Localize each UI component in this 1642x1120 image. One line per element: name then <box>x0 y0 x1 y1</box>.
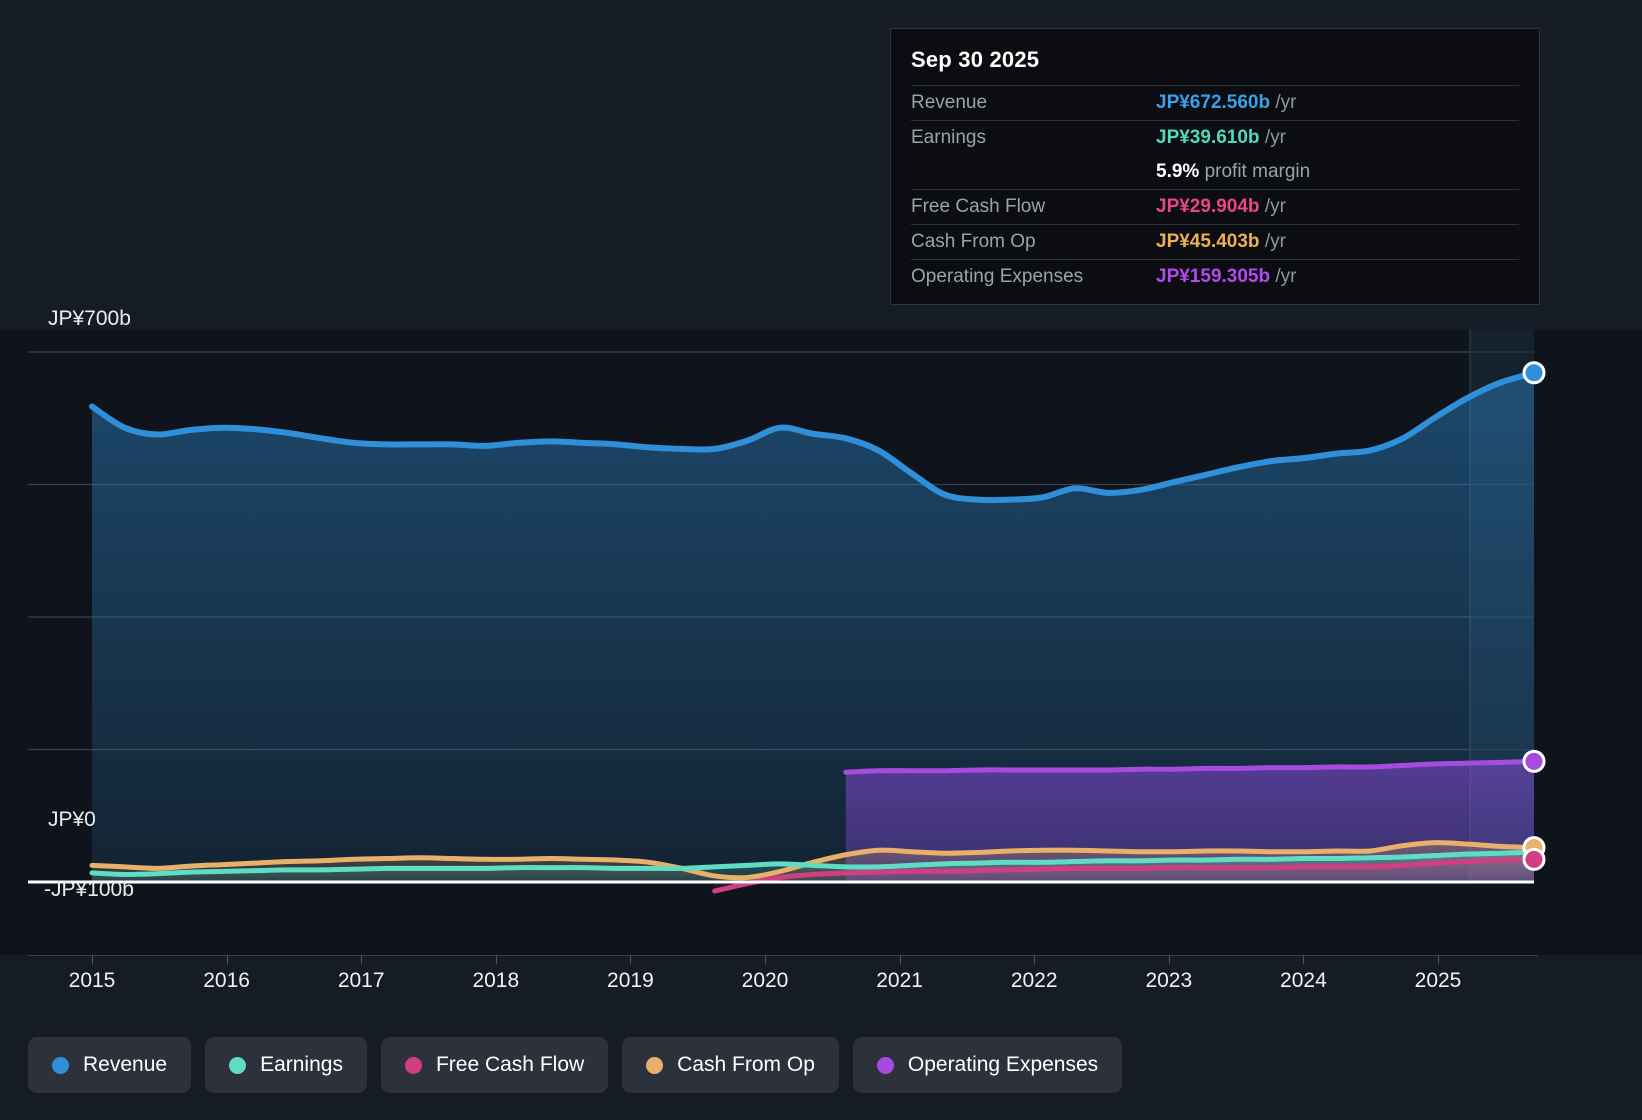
legend-label-earnings: Earnings <box>260 1053 343 1076</box>
legend-dot-operating-expenses-icon <box>876 1056 894 1074</box>
legend-label-cash-from-op: Cash From Op <box>677 1053 815 1076</box>
x-axis-label-2023: 2023 <box>1145 969 1193 992</box>
x-axis-label-2019: 2019 <box>607 969 654 992</box>
tooltip-label-operating-expenses: Operating Expenses <box>911 266 1084 287</box>
tooltip-label-free-cash-flow: Free Cash Flow <box>911 196 1046 217</box>
tooltip-value-operating-expenses-unit: /yr <box>1275 266 1297 287</box>
y-axis-label-bottom: -JP¥100b <box>44 878 134 901</box>
x-axis-line <box>28 955 1538 956</box>
y-axis-label-zero: JP¥0 <box>48 808 96 831</box>
x-axis-tick <box>495 955 497 964</box>
tooltip-row-profit-margin: 5.9% profit margin <box>911 155 1519 190</box>
chart-areas <box>92 373 1534 892</box>
x-axis-tick <box>361 955 363 964</box>
legend-label-free-cash-flow: Free Cash Flow <box>435 1053 585 1076</box>
tooltip-row-cash-from-op: Cash From Op JP¥45.403b /yr <box>911 224 1519 260</box>
legend-item-free-cash-flow[interactable]: Free Cash Flow <box>380 1037 609 1093</box>
tooltip-card: Sep 30 2025 Revenue JP¥672.560b /yr Earn… <box>890 28 1540 305</box>
x-axis-tick <box>92 955 93 964</box>
legend-dot-earnings-icon <box>229 1056 247 1074</box>
tooltip-table: Revenue JP¥672.560b /yr Earnings JP¥39.6… <box>911 85 1519 294</box>
legend-item-earnings[interactable]: Earnings <box>205 1037 367 1093</box>
x-axis: 2015 2016 2017 2018 2019 2020 2021 2022 2023 2024… <box>0 955 1642 1005</box>
x-axis-tick <box>899 955 901 964</box>
tooltip-value-operating-expenses: JP¥159.305b /yr <box>1156 260 1519 295</box>
x-axis-label-2016: 2016 <box>203 969 250 992</box>
legend-label-revenue: Revenue <box>83 1053 168 1076</box>
legend-dot-revenue-icon <box>52 1056 69 1074</box>
tooltip-value-revenue-amount: JP¥672.560b <box>1156 92 1271 113</box>
y-axis-label-top: JP¥700b <box>48 307 131 330</box>
x-axis-tick <box>765 955 766 964</box>
tooltip-value-revenue: JP¥672.560b /yr <box>1156 86 1519 121</box>
x-axis-label-2024: 2024 <box>1280 969 1327 992</box>
x-axis-label-2021: 2021 <box>876 969 923 992</box>
tooltip-value-revenue-unit: /yr <box>1275 92 1297 113</box>
tooltip-value-earnings-amount: JP¥39.610b <box>1156 127 1260 148</box>
x-axis-tick <box>1438 955 1439 964</box>
x-axis-label-2025: 2025 <box>1414 969 1462 992</box>
tooltip-value-cash-from-op: JP¥45.403b /yr <box>1156 225 1519 260</box>
tooltip-value-earnings: JP¥39.610b /yr <box>1156 121 1519 156</box>
tooltip-label-profit-margin <box>911 155 1156 190</box>
x-axis-label-2017: 2017 <box>337 969 385 992</box>
legend-dot-free-cash-flow-icon <box>404 1056 422 1074</box>
chart-endpoint-markers <box>1522 361 1546 871</box>
tooltip-value-earnings-unit: /yr <box>1264 127 1286 148</box>
tooltip-value-free-cash-flow-amount: JP¥29.904b <box>1156 196 1260 217</box>
tooltip-value-free-cash-flow: JP¥29.904b /yr <box>1156 190 1519 225</box>
chart-legend: Revenue Earnings Free Cash Flow Cash Fro… <box>28 1037 1123 1093</box>
x-axis-label-2018: 2018 <box>472 969 520 992</box>
tooltip-profit-margin-percent: 5.9% <box>1156 161 1200 182</box>
chart-svg <box>28 330 1546 894</box>
legend-dot-cash-from-op-icon <box>646 1056 664 1074</box>
tooltip-profit-margin-text: profit margin <box>1204 161 1311 182</box>
tooltip-row-earnings: Earnings JP¥39.610b /yr <box>911 120 1519 156</box>
x-axis-tick <box>1168 955 1170 964</box>
tooltip-value-cash-from-op-unit: /yr <box>1264 231 1286 252</box>
tooltip-label-earnings: Earnings <box>911 127 986 148</box>
chart-plot-area: JP¥700b JP¥0 -JP¥100b <box>0 307 1642 955</box>
x-axis-tick <box>1034 955 1036 964</box>
legend-item-revenue[interactable]: Revenue <box>28 1037 192 1093</box>
tooltip-value-operating-expenses-amount: JP¥159.305b <box>1156 266 1271 287</box>
x-axis-label-2022: 2022 <box>1010 969 1058 992</box>
legend-label-operating-expenses: Operating Expenses <box>907 1053 1099 1076</box>
tooltip-row-free-cash-flow: Free Cash Flow JP¥29.904b /yr <box>911 189 1519 225</box>
tooltip-row-operating-expenses: Operating Expenses JP¥159.305b /yr <box>911 259 1519 295</box>
tooltip-label-revenue: Revenue <box>911 92 988 113</box>
tooltip-value-free-cash-flow-unit: /yr <box>1264 196 1286 217</box>
x-axis-tick <box>630 955 632 964</box>
tooltip-date: Sep 30 2025 <box>911 47 1040 72</box>
legend-item-cash-from-op[interactable]: Cash From Op <box>622 1037 839 1093</box>
chart-lines <box>89 370 1537 894</box>
tooltip-label-cash-from-op: Cash From Op <box>911 231 1036 252</box>
legend-item-operating-expenses[interactable]: Operating Expenses <box>852 1037 1123 1093</box>
x-axis-tick <box>1303 955 1305 964</box>
x-axis-label-2020: 2020 <box>741 969 789 992</box>
tooltip-row-revenue: Revenue JP¥672.560b /yr <box>911 85 1519 121</box>
x-axis-label-2015: 2015 <box>68 969 116 992</box>
x-axis-tick <box>226 955 228 964</box>
tooltip-value-profit-margin: 5.9% profit margin <box>1156 155 1519 190</box>
tooltip-value-cash-from-op-amount: JP¥45.403b <box>1156 231 1260 252</box>
